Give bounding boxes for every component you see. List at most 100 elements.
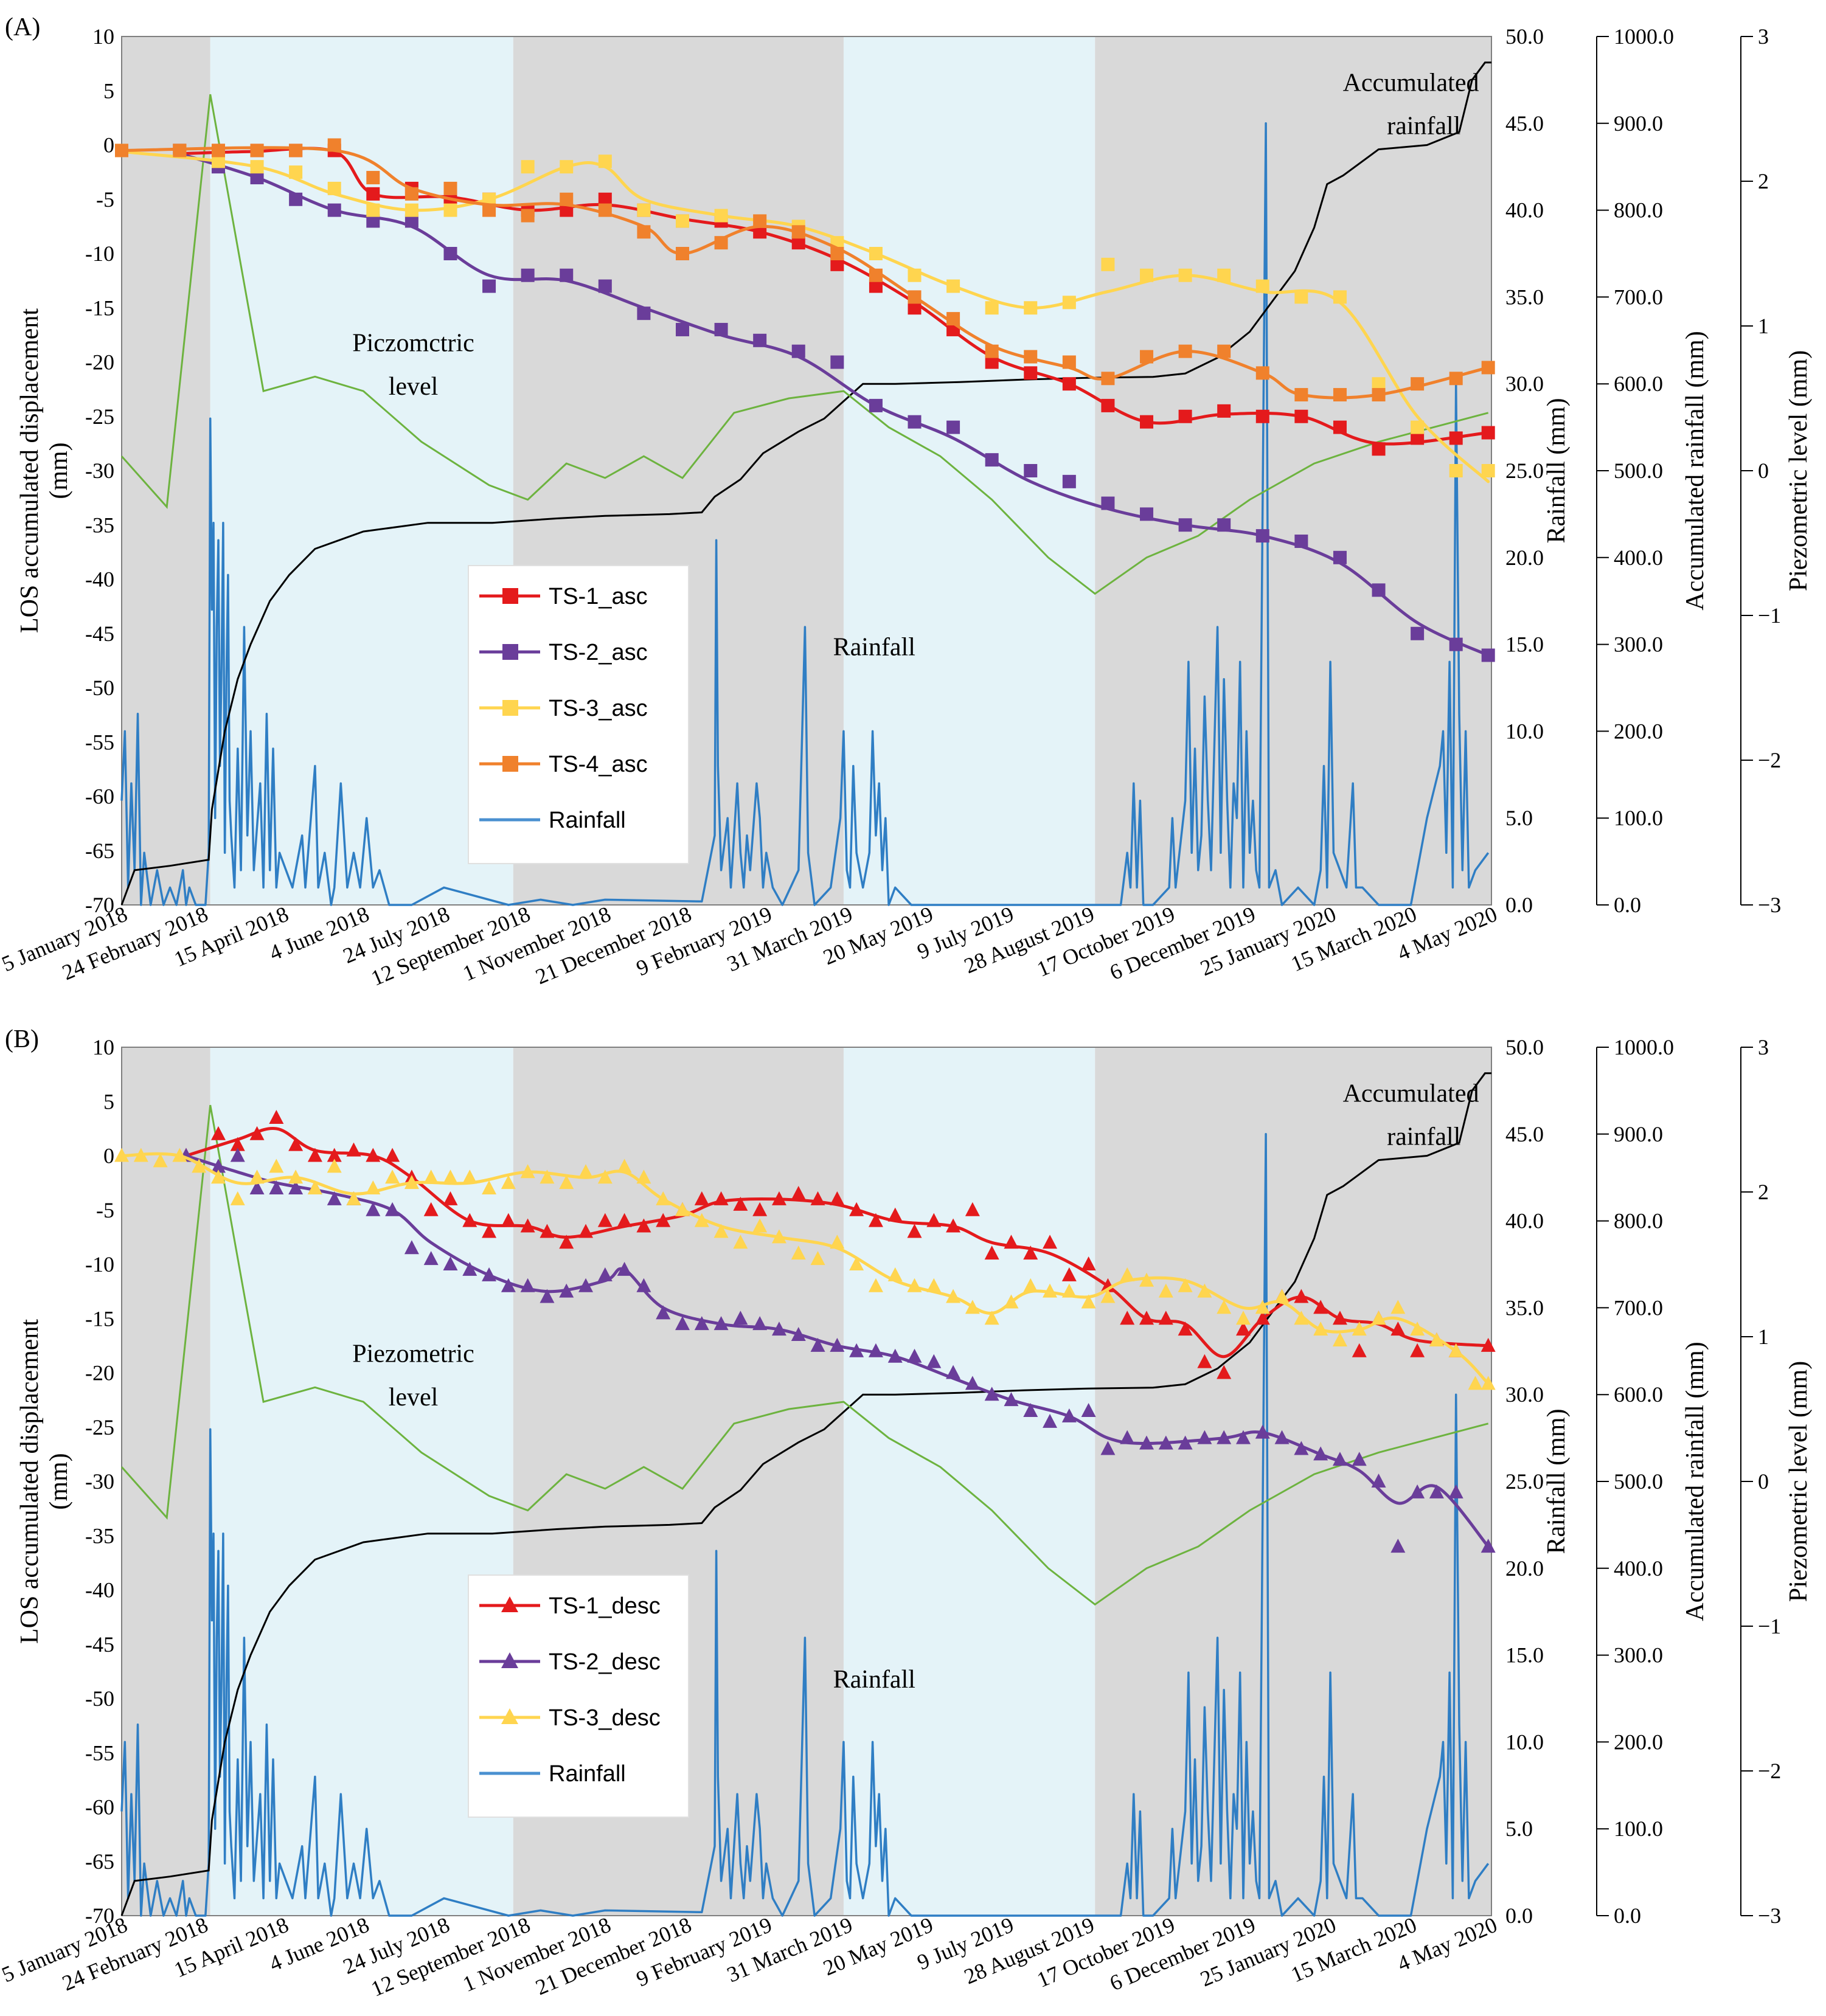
data-point xyxy=(636,1169,651,1184)
data-point xyxy=(1158,1311,1173,1325)
y-axis-accumulated: 1000.0 900.0 800.0 700.0 600.0 500.0 400.0 300.… xyxy=(1596,24,1709,917)
data-point xyxy=(694,1191,709,1205)
data-point xyxy=(830,355,844,369)
rainfall-line xyxy=(120,122,1490,906)
data-point xyxy=(1255,279,1269,293)
data-point xyxy=(1294,535,1308,549)
y-tick-label: 800.0 xyxy=(1614,198,1663,223)
data-point xyxy=(965,1300,980,1314)
data-point xyxy=(1101,372,1115,386)
y-tick-label: −1 xyxy=(1758,1614,1781,1638)
data-point xyxy=(423,1251,439,1266)
data-point xyxy=(752,1316,768,1331)
y-tick-label: 0 xyxy=(103,133,114,158)
data-point xyxy=(1004,1294,1019,1309)
legend-label: TS-3_desc xyxy=(549,1705,661,1731)
data-point xyxy=(907,1348,922,1363)
data-point xyxy=(656,1213,671,1227)
accumulated-rainfall-line xyxy=(120,1072,1491,1916)
y-tick-label: -45 xyxy=(85,1632,114,1657)
data-point xyxy=(1043,1413,1058,1428)
data-point xyxy=(1255,409,1269,423)
data-point xyxy=(868,1213,883,1227)
y-tick-label: 300.0 xyxy=(1614,632,1663,657)
y-tick-label: 5 xyxy=(103,1089,114,1114)
data-point xyxy=(1429,1484,1444,1498)
data-point xyxy=(733,1235,748,1249)
data-point xyxy=(791,344,805,358)
data-point xyxy=(656,1305,671,1320)
y-tick-label: -55 xyxy=(85,1741,114,1765)
data-point xyxy=(404,1240,419,1255)
data-point xyxy=(1333,290,1347,304)
data-point xyxy=(771,1191,786,1205)
data-point xyxy=(288,1180,304,1195)
y-axis-title: Rainfall (mm) xyxy=(1543,1408,1571,1554)
data-point xyxy=(385,1202,400,1216)
data-point xyxy=(1140,415,1154,429)
y-axis-left: 10 5 0 -5 -10 -15 -20 -25 -30 -35 -40 -45 -50 -55 -60 -… xyxy=(85,24,114,917)
annotation: Accumulated xyxy=(1343,69,1479,97)
y-tick-label: 50.0 xyxy=(1505,1035,1544,1059)
data-point xyxy=(482,1224,497,1238)
data-point xyxy=(965,1376,980,1390)
data-point xyxy=(211,144,225,158)
legend-label: TS-1_asc xyxy=(549,584,648,609)
data-point xyxy=(869,398,883,412)
y-tick-label: 50.0 xyxy=(1505,24,1544,49)
data-point xyxy=(1255,529,1269,543)
data-point xyxy=(230,1137,245,1151)
data-point xyxy=(908,415,922,429)
y-axis-rainfall: 50.0 45.0 40.0 35.0 30.0 25.0 20.0 15.0 10.0 5.0 0… xyxy=(1505,24,1571,917)
data-point xyxy=(1100,1289,1116,1303)
data-point xyxy=(1294,388,1308,402)
data-point xyxy=(1158,1435,1173,1450)
panel-b: 1050-5-10-15-20-25-30-35-40-45-50-55-60-… xyxy=(0,1025,1813,2001)
data-point xyxy=(908,301,922,315)
data-point xyxy=(520,1164,535,1179)
data-point xyxy=(1217,518,1231,532)
season-bands xyxy=(122,36,1491,905)
data-point xyxy=(1081,1402,1096,1417)
data-point xyxy=(462,1213,477,1227)
data-point xyxy=(1274,1430,1290,1444)
data-point xyxy=(1448,1343,1463,1357)
data-point xyxy=(210,1159,226,1173)
data-point xyxy=(791,1327,806,1342)
data-point xyxy=(791,225,805,239)
data-point xyxy=(1081,1294,1096,1309)
y-tick-label: -20 xyxy=(85,1361,114,1385)
legend-marker xyxy=(501,1652,518,1668)
series-TS-2_desc xyxy=(178,1148,1496,1553)
annotation: Piezometric xyxy=(352,1340,474,1368)
data-point xyxy=(1333,420,1347,434)
data-point xyxy=(1023,1278,1038,1292)
y-tick-label: 5.0 xyxy=(1505,806,1533,830)
data-point xyxy=(404,214,418,228)
data-point xyxy=(560,160,574,174)
y-tick-label: -50 xyxy=(85,1686,114,1711)
data-point xyxy=(1139,1272,1154,1287)
data-point xyxy=(366,1148,381,1162)
y-tick-label: 0 xyxy=(1758,459,1769,483)
y-tick-label: 800.0 xyxy=(1614,1209,1663,1233)
data-point xyxy=(1449,431,1463,445)
y-tick-label: -30 xyxy=(85,1469,114,1494)
data-point xyxy=(1294,409,1308,423)
data-point xyxy=(1178,1278,1193,1292)
data-point xyxy=(1101,496,1115,510)
data-point xyxy=(1481,1337,1496,1352)
y-tick-label: -25 xyxy=(85,1415,114,1439)
data-point xyxy=(366,1202,381,1216)
data-point xyxy=(868,1278,883,1292)
data-point xyxy=(307,1180,322,1195)
data-point xyxy=(1255,1300,1270,1314)
legend-marker xyxy=(502,588,518,604)
data-point xyxy=(985,355,999,369)
data-point xyxy=(540,1224,555,1238)
annotation: rainfall xyxy=(1387,113,1460,140)
data-point xyxy=(327,1191,342,1205)
data-point xyxy=(617,1159,632,1173)
y-tick-label: -25 xyxy=(85,404,114,429)
